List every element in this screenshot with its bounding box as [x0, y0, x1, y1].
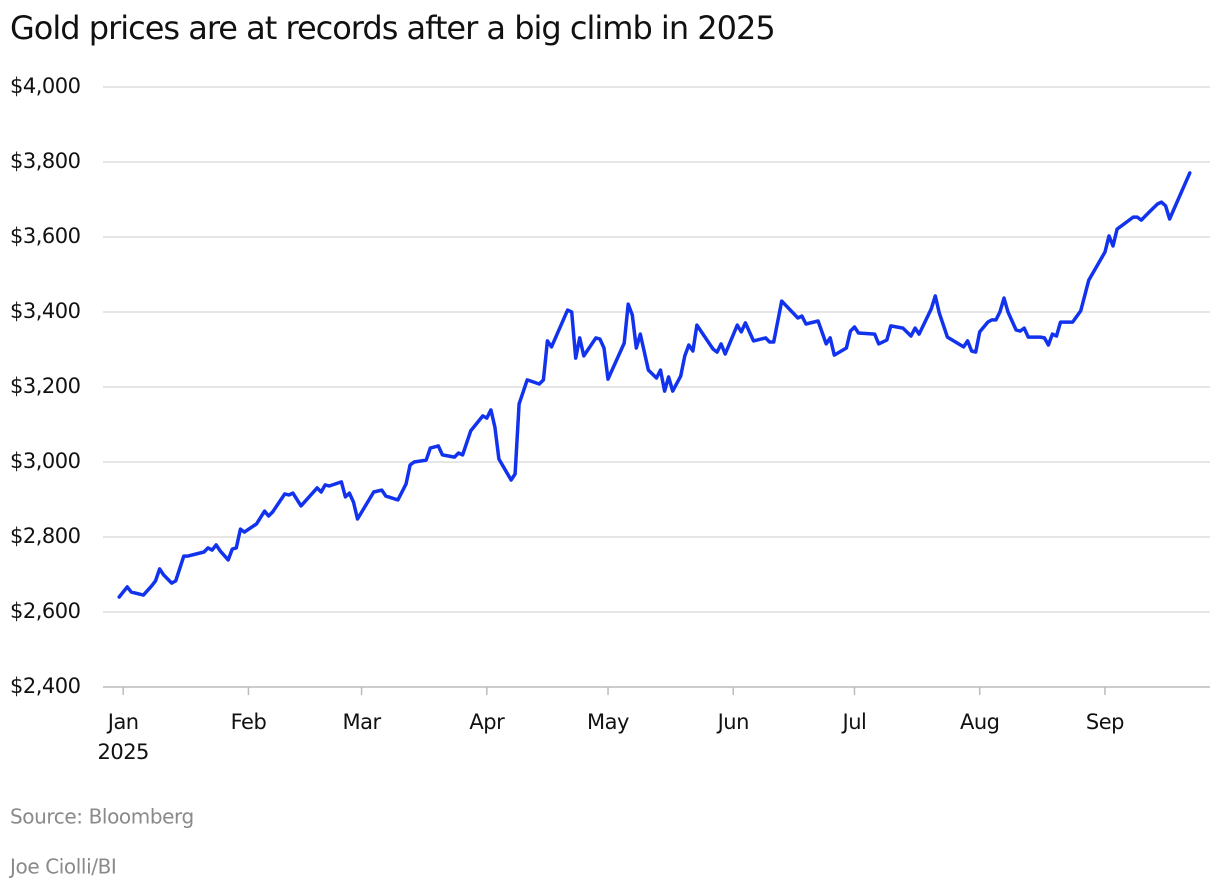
x-tick-label-line: May — [587, 710, 629, 734]
y-tick-label: $2,800 — [10, 524, 80, 548]
x-tick-label-line: Mar — [343, 710, 382, 734]
y-tick-label: $3,200 — [10, 374, 80, 398]
x-tick-label: May — [587, 710, 629, 734]
x-tick-label-line: 2025 — [97, 740, 148, 764]
source: Source: Bloomberg — [10, 805, 194, 829]
x-tick-label-line: Feb — [231, 710, 267, 734]
x-tick-label: Apr — [469, 710, 505, 734]
x-tick-label: Aug — [960, 710, 1000, 734]
credit: Joe Ciolli/BI — [8, 855, 116, 879]
x-tick-label: Jul — [841, 710, 867, 734]
chart-title: Gold prices are at records after a big c… — [10, 9, 775, 47]
x-tick-label: Mar — [343, 710, 382, 734]
x-tick-label: Jan 2025 — [97, 710, 148, 764]
y-tick-label: $2,400 — [10, 674, 80, 698]
y-tick-label: $2,600 — [10, 599, 80, 623]
x-tick-label: Feb — [231, 710, 267, 734]
x-tick-label: Sep — [1086, 710, 1124, 734]
x-tick-label-line: Apr — [469, 710, 505, 734]
y-tick-label: $3,400 — [10, 299, 80, 323]
x-tick-label-line: Aug — [960, 710, 1000, 734]
y-tick-label: $3,000 — [10, 449, 80, 473]
x-tick-label-line: Jun — [716, 710, 749, 734]
x-tick-label: Jun — [716, 710, 749, 734]
x-tick-label-line: Jan — [106, 710, 139, 734]
y-tick-label: $3,800 — [10, 149, 80, 173]
x-tick-label-line: Jul — [841, 710, 867, 734]
y-tick-label: $4,000 — [10, 74, 80, 98]
y-tick-label: $3,600 — [10, 224, 80, 248]
x-tick-label-line: Sep — [1086, 710, 1124, 734]
price-line — [117, 171, 1192, 599]
